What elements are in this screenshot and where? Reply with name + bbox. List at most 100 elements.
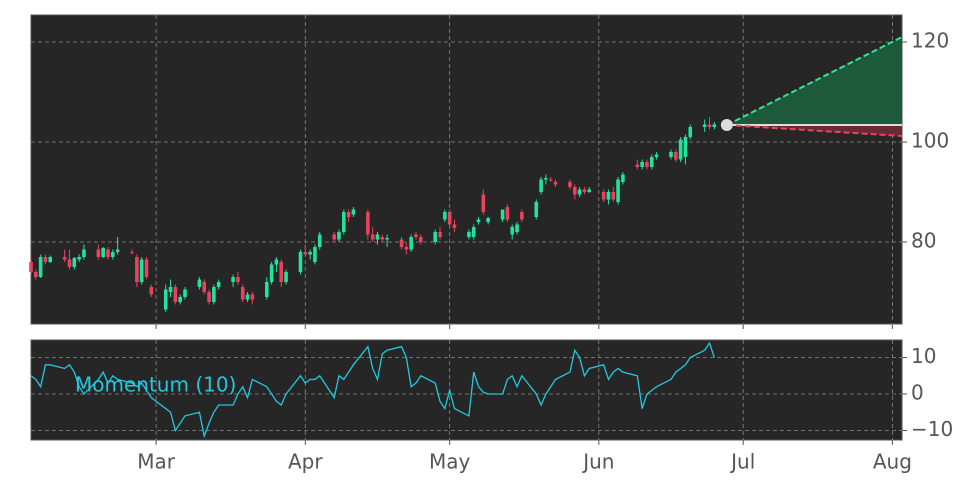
candle-body: [515, 224, 519, 232]
candle-body: [616, 179, 620, 202]
y-tick-label: 100: [911, 129, 949, 153]
candle-body: [380, 237, 385, 240]
candle-body: [418, 237, 423, 242]
x-tick-label: Apr: [288, 450, 323, 474]
candle-body: [48, 257, 53, 262]
candle-body: [197, 279, 202, 287]
candle-body: [452, 224, 457, 228]
x-tick-label: May: [429, 450, 471, 474]
momentum-panel: [30, 339, 903, 441]
candle-body: [240, 287, 245, 300]
candle-body: [279, 262, 284, 282]
candle-body: [553, 182, 558, 185]
candle-body: [702, 124, 707, 127]
candle-body: [712, 124, 717, 127]
candle-body: [269, 264, 274, 282]
series-label: Momentum (10): [75, 373, 236, 397]
candle-body: [82, 249, 86, 257]
candle-body: [245, 294, 250, 300]
candle-body: [337, 232, 341, 240]
y-tick-label: 10: [911, 344, 936, 368]
candle-body: [303, 252, 308, 255]
candle-body: [183, 289, 187, 297]
candle-body: [366, 212, 370, 235]
candle-body: [135, 257, 139, 282]
x-tick-label: Mar: [137, 450, 176, 474]
candle-body: [572, 187, 577, 195]
candle-body: [115, 249, 120, 252]
x-tick-label: Aug: [873, 450, 912, 474]
candle-body: [548, 179, 553, 181]
y-tick-label: 80: [911, 229, 936, 253]
candle-body: [274, 259, 279, 265]
candle-body: [351, 209, 356, 215]
candle-body: [332, 234, 336, 240]
candle-body: [577, 189, 582, 195]
candle-body: [510, 227, 515, 235]
candle-body: [178, 297, 182, 302]
candle-body: [476, 219, 481, 222]
candle-body: [544, 178, 548, 180]
candle-body: [688, 127, 693, 137]
candle-body: [284, 272, 288, 282]
candle-body: [621, 174, 625, 182]
candle-body: [370, 234, 375, 240]
candle-body: [216, 282, 221, 287]
candle-body: [587, 189, 592, 192]
candle-body: [414, 234, 418, 237]
candle-body: [96, 249, 101, 257]
candle-body: [568, 182, 572, 187]
candle-body: [168, 287, 173, 292]
candle-body: [202, 282, 207, 292]
candle-body: [635, 164, 640, 167]
candle-body: [520, 212, 524, 220]
forecast-lower-line: [726, 124, 903, 137]
candle-body: [539, 179, 543, 192]
candle-body: [62, 257, 67, 260]
candle-body: [341, 212, 346, 232]
candle-body: [101, 248, 105, 257]
candle-body: [438, 232, 442, 237]
candle-body: [471, 227, 476, 237]
candle-body: [149, 287, 154, 295]
candle-body: [500, 209, 505, 220]
candle-body: [674, 152, 678, 160]
candle-body: [250, 294, 255, 300]
candle-body: [467, 232, 471, 237]
x-tick-label: Jul: [729, 450, 755, 474]
candle-body: [212, 287, 216, 302]
candle-body: [173, 287, 178, 302]
candle-body: [707, 124, 712, 127]
candle-body: [683, 137, 688, 157]
candle-body: [231, 277, 235, 282]
momentum-line: [30, 341, 715, 439]
forecast-upper-line: [726, 36, 903, 126]
candle-body: [669, 152, 673, 157]
candle-body: [139, 259, 144, 282]
candle-body: [72, 258, 77, 267]
candle-body: [308, 252, 312, 255]
candle-body: [77, 257, 81, 260]
candle-body: [317, 234, 322, 247]
candle-body: [264, 282, 269, 297]
forecast-marker: [720, 119, 733, 131]
candle-body: [106, 249, 110, 257]
candle-body: [534, 202, 539, 217]
candle-body: [433, 232, 438, 242]
candle-body: [144, 259, 149, 277]
candle-body: [649, 157, 654, 167]
candle-body: [313, 247, 317, 262]
candle-body: [409, 237, 413, 250]
candle-body: [385, 238, 389, 240]
candle-body: [29, 262, 33, 272]
candle-body: [43, 257, 48, 262]
candle-body: [611, 192, 616, 200]
candle-body: [375, 234, 380, 240]
candle-body: [443, 212, 447, 220]
y-tick-label: −10: [911, 417, 953, 441]
candle-body: [654, 154, 659, 157]
candle-body: [486, 218, 490, 222]
candle-body: [678, 139, 683, 160]
